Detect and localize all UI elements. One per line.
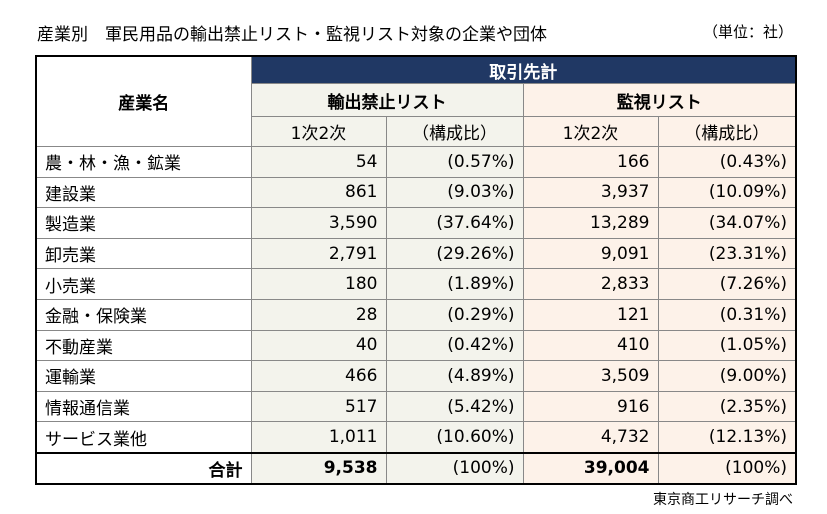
table-cell: (2.35%) [657,390,797,423]
sub-header: （構成比） [385,116,524,147]
table-row: 合計 9,538 (100%) 39,004 (100%) [35,451,797,485]
industry-name: 建設業 [35,176,252,209]
table-cell: 40 [250,329,387,362]
industry-name: 情報通信業 [35,390,252,423]
table-row: 不動産業 40 (0.42%) 410 (1.05%) [35,329,797,362]
total-cell: (100%) [385,451,524,485]
table-row: 輸出禁止リスト 監視リスト [36,83,797,117]
corner-header: 産業名 [35,55,252,147]
table-cell: 466 [250,360,387,392]
table-row: 運輸業 466 (4.89%) 3,509 (9.00%) [35,360,797,392]
table-row: サービス業他 1,011 (10.60%) 4,732 (12.13%) [35,421,797,454]
total-cell: 9,538 [250,451,387,485]
table-cell: 166 [522,146,659,178]
table-cell: (10.60%) [385,421,524,454]
table-cell: (0.43%) [657,146,797,178]
total-cell: 39,004 [522,451,659,485]
title: 産業別 軍民用品の輸出禁止リスト・監視リスト対象の企業や団体 [37,25,547,45]
table-row: 建設業 861 (9.03%) 3,937 (10.09%) [35,176,797,209]
industry-name: 不動産業 [35,329,252,362]
table-row: 卸売業 2,791 (29.26%) 9,091 (23.31%) [35,237,797,270]
table-cell: (4.89%) [385,360,524,392]
table-cell: 180 [250,268,387,300]
table-cell: 121 [522,298,659,331]
industry-name: 卸売業 [35,237,252,270]
table-row: 金融・保険業 28 (0.29%) 121 (0.31%) [35,298,797,331]
table-cell: (12.13%) [657,421,797,454]
industry-name: 運輸業 [35,360,252,392]
table-cell: (1.05%) [657,329,797,362]
table-cell: 9,091 [522,237,659,270]
table-cell: (0.29%) [385,298,524,331]
sub-header: 1次2次 [250,116,387,147]
table-cell: (29.26%) [385,237,524,270]
table-cell: 3,509 [522,360,659,392]
table-cell: 4,732 [522,421,659,454]
table-cell: (7.26%) [657,268,797,300]
table-cell: 28 [250,298,387,331]
table-cell: (10.09%) [657,176,797,209]
industry-name: サービス業他 [35,421,252,454]
industry-name: 金融・保険業 [35,298,252,331]
total-cell: (100%) [657,451,797,485]
list-header: 輸出禁止リスト [250,83,524,117]
table-row: 1次2次 （構成比） 1次2次 （構成比） [36,116,797,147]
table-cell: (0.42%) [385,329,524,362]
group-header: 取引先計 [250,55,797,84]
table-cell: 410 [522,329,659,362]
table-cell: 3,937 [522,176,659,209]
sub-header: 1次2次 [522,116,659,147]
table: 産業名 取引先計 輸出禁止リスト 監視リスト 1次2次 （構成比） 1次2次 （構成比） 農・林… [35,55,797,485]
table-cell: 916 [522,390,659,423]
table-row: 産業名 取引先計 [35,55,797,147]
sub-header: （構成比） [657,116,797,147]
industry-name: 農・林・漁・鉱業 [35,146,252,178]
table-cell: 2,791 [250,237,387,270]
total-label: 合計 [35,451,252,485]
table-cell: 54 [250,146,387,178]
table-cell: (0.57%) [385,146,524,178]
table-row: 農・林・漁・鉱業 54 (0.57%) 166 (0.43%) [35,146,797,178]
table-cell: 517 [250,390,387,423]
table-cell: 861 [250,176,387,209]
table-cell: (9.03%) [385,176,524,209]
table-cell: 3,590 [250,207,387,239]
table-cell: 1,011 [250,421,387,454]
unit: （単位：社） [702,23,793,41]
table-cell: 13,289 [522,207,659,239]
table-cell: (23.31%) [657,237,797,270]
table-cell: (5.42%) [385,390,524,423]
table-row: 情報通信業 517 (5.42%) 916 (2.35%) [35,390,797,423]
industry-name: 小売業 [35,268,252,300]
table-cell: (9.00%) [657,360,797,392]
table-row: 製造業 3,590 (37.64%) 13,289 (34.07%) [35,207,797,239]
list-header: 監視リスト [522,83,797,117]
source: 東京商工リサーチ調べ [653,492,793,508]
table-cell: (0.31%) [657,298,797,331]
table-row: 小売業 180 (1.89%) 2,833 (7.26%) [35,268,797,300]
industry-name: 製造業 [35,207,252,239]
table-cell: (1.89%) [385,268,524,300]
table-cell: 2,833 [522,268,659,300]
table-cell: (34.07%) [657,207,797,239]
table-cell: (37.64%) [385,207,524,239]
